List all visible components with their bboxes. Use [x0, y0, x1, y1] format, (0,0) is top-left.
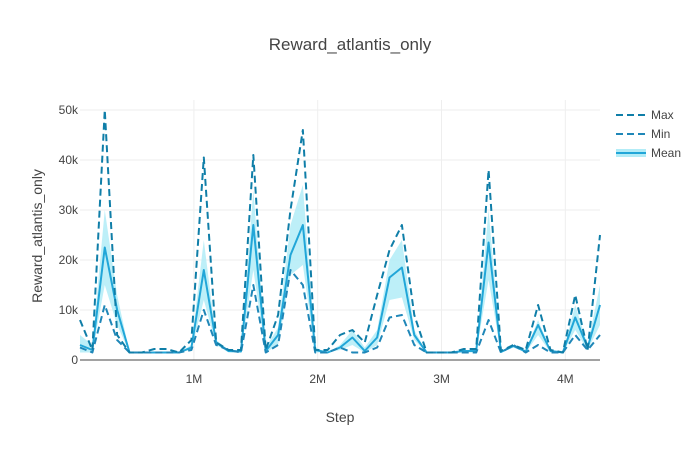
- y-tick-label-0: 0: [71, 353, 78, 367]
- chart-title: Reward_atlantis_only: [269, 35, 432, 54]
- x-axis-title: Step: [326, 409, 355, 425]
- x-tick-label-0: 1M: [186, 372, 203, 386]
- series-line-max: [79, 109, 601, 354]
- y-tick-label-3: 30k: [59, 203, 79, 217]
- legend-label-mean: Mean: [651, 146, 681, 160]
- series-line-min: [79, 269, 601, 354]
- legend-label-max: Max: [651, 108, 674, 122]
- y-tick-label-5: 50k: [59, 103, 79, 117]
- series-layer: [79, 109, 601, 354]
- legend: Max Min Mean: [616, 108, 681, 160]
- legend-label-min: Min: [651, 127, 670, 141]
- y-tick-label-4: 40k: [59, 153, 79, 167]
- gridlines: [80, 100, 600, 360]
- x-tick-label-3: 4M: [557, 372, 574, 386]
- x-tick-labels: 1M 2M 3M 4M: [186, 372, 574, 386]
- y-tick-labels: 0 10k 20k 30k 40k 50k: [59, 103, 79, 367]
- series-line-mean: [79, 224, 601, 354]
- y-tick-label-2: 20k: [59, 253, 79, 267]
- x-tick-label-2: 3M: [433, 372, 450, 386]
- y-tick-label-1: 10k: [59, 303, 79, 317]
- x-tick-label-1: 2M: [309, 372, 326, 386]
- y-axis-title: Reward_atlantis_only: [29, 169, 45, 303]
